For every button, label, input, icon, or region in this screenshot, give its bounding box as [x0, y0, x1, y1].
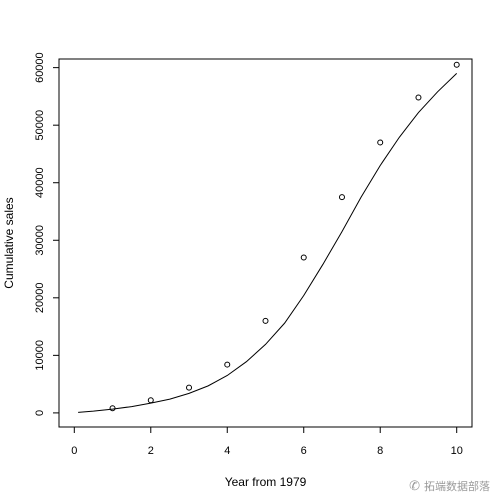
y-axis: 0 10000 20000 30000 40000 50000 60000: [34, 52, 60, 416]
data-point: [415, 94, 422, 101]
data-point: [186, 384, 193, 391]
y-tick-label: 30000: [34, 225, 46, 256]
data-point: [453, 61, 460, 68]
y-tick-label: 40000: [34, 167, 46, 198]
y-tick-label: 60000: [34, 52, 46, 83]
data-point: [109, 405, 116, 412]
data-point: [224, 361, 231, 368]
data-point: [300, 254, 307, 261]
x-tick-label: 2: [148, 445, 154, 457]
y-axis-title: Cumulative sales: [2, 197, 16, 288]
y-tick-label: 50000: [34, 110, 46, 141]
plot-box: [58, 58, 473, 428]
data-point: [147, 397, 154, 404]
data-point: [338, 194, 345, 201]
x-tick-label: 4: [224, 445, 230, 457]
y-tick-label: 0: [34, 410, 46, 416]
y-tick-label: 20000: [34, 283, 46, 314]
data-point: [262, 317, 269, 324]
x-axis: 0 2 4 6 8 10: [71, 426, 463, 457]
series-layer: [78, 61, 460, 413]
x-tick-label: 8: [377, 445, 383, 457]
fitted-curve: [78, 73, 458, 413]
y-tick-label: 10000: [34, 340, 46, 371]
watermark: ✆ 拓端数据部落: [409, 478, 490, 494]
watermark-text: 拓端数据部落: [424, 481, 490, 493]
x-tick-label: 6: [301, 445, 307, 457]
data-point: [377, 139, 384, 146]
x-axis-title: Year from 1979: [225, 475, 307, 489]
x-tick-label: 10: [451, 445, 463, 457]
x-tick-label: 0: [71, 445, 77, 457]
wechat-icon: ✆: [409, 478, 420, 493]
